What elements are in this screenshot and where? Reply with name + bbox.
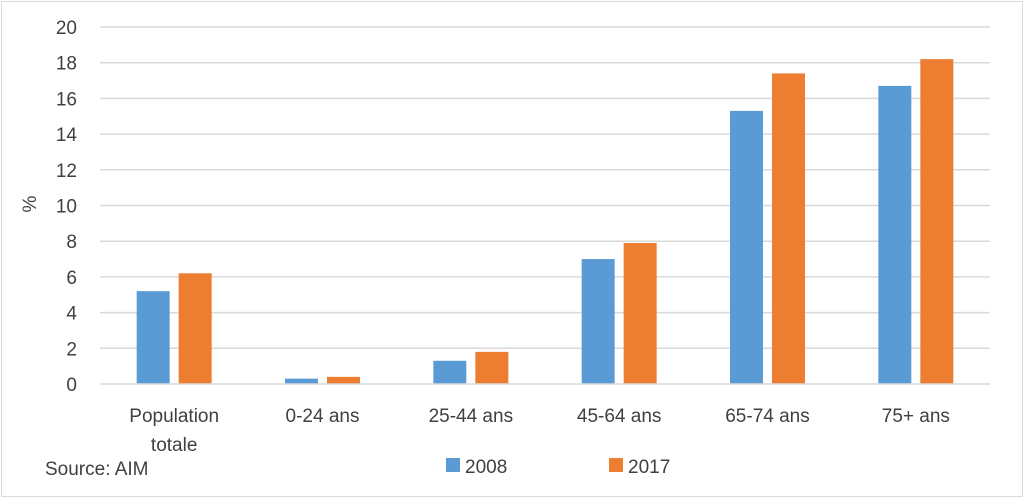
y-tick-label: 8 bbox=[66, 232, 77, 253]
x-tick-label: 65-74 ans bbox=[725, 406, 810, 427]
bar-2008-2 bbox=[433, 360, 467, 384]
x-tick-label: 0-24 ans bbox=[286, 406, 360, 427]
x-axis-labels: Population totale 0-24 ans 25-44 ans 45-64 a… bbox=[129, 406, 950, 456]
legend: 2008 2017 bbox=[446, 457, 670, 478]
bar-2017-1 bbox=[327, 376, 360, 384]
y-tick-label: 6 bbox=[66, 268, 77, 289]
legend-swatch-2017 bbox=[609, 458, 623, 472]
y-tick-label: 20 bbox=[56, 18, 77, 39]
y-tick-label: 12 bbox=[56, 161, 77, 182]
bar-2008-1 bbox=[285, 378, 318, 384]
legend-label-2008: 2008 bbox=[465, 457, 507, 478]
source-note: Source: AIM bbox=[45, 459, 149, 480]
bar-2017-0 bbox=[178, 273, 212, 384]
bar-2008-0 bbox=[136, 291, 170, 384]
y-tick-label: 10 bbox=[56, 197, 77, 218]
y-tick-label: 0 bbox=[66, 375, 77, 396]
bars bbox=[136, 59, 954, 385]
bar-2008-4 bbox=[730, 110, 763, 385]
legend-swatch-2008 bbox=[446, 458, 460, 472]
y-tick-label: 14 bbox=[56, 125, 78, 146]
x-tick-label: Population bbox=[129, 406, 219, 427]
bar-2008-5 bbox=[878, 85, 912, 384]
y-tick-label: 16 bbox=[56, 89, 77, 110]
bar-2017-4 bbox=[772, 73, 805, 384]
bar-2017-5 bbox=[920, 59, 954, 384]
y-tick-label: 4 bbox=[66, 304, 77, 325]
legend-label-2017: 2017 bbox=[628, 457, 670, 478]
x-tick-label: totale bbox=[151, 435, 197, 456]
y-tick-label: 18 bbox=[56, 54, 77, 75]
x-tick-label: 45-64 ans bbox=[577, 406, 662, 427]
y-tick-label: 2 bbox=[66, 339, 77, 360]
y-axis-label: % bbox=[20, 195, 41, 212]
x-tick-label: 75+ ans bbox=[882, 406, 950, 427]
x-tick-label: 25-44 ans bbox=[429, 406, 514, 427]
bar-2008-3 bbox=[581, 259, 615, 384]
bar-2017-3 bbox=[623, 242, 657, 384]
bar-2017-2 bbox=[475, 351, 509, 384]
gridlines bbox=[100, 26, 990, 350]
y-axis-ticks: 0 2 4 6 8 10 12 14 16 18 20 bbox=[56, 18, 78, 396]
